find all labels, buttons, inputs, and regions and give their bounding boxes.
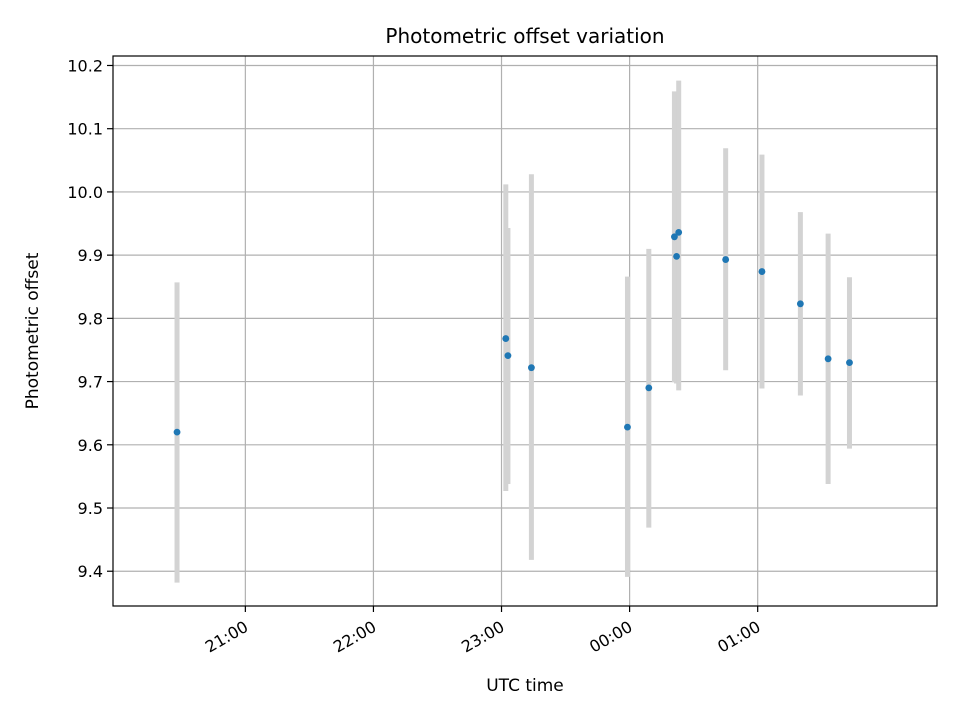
y-tick-label: 9.6: [78, 436, 103, 455]
x-axis-ticks: 21:00 22:00 23:00 00:00 01:00: [202, 606, 764, 657]
chart-title: Photometric offset variation: [385, 24, 664, 48]
plot-area: [113, 56, 937, 606]
y-axis-label: Photometric offset: [23, 252, 43, 409]
x-axis-label: UTC time: [486, 676, 564, 696]
data-point: [675, 228, 683, 236]
data-point: [722, 256, 730, 263]
data-point: [758, 268, 766, 275]
data-point: [504, 352, 512, 360]
y-tick-label: 10.0: [67, 183, 103, 202]
y-tick-label: 10.2: [67, 56, 103, 75]
data-point: [624, 423, 631, 431]
data-point: [528, 364, 535, 372]
data-points: [173, 228, 853, 436]
x-tick-label: 21:00: [202, 617, 251, 657]
x-tick-label: 01:00: [714, 617, 763, 657]
y-tick-label: 9.4: [78, 562, 103, 581]
data-point: [673, 253, 680, 260]
data-point: [846, 359, 853, 367]
data-point: [645, 384, 653, 392]
y-tick-label: 9.7: [78, 373, 103, 392]
x-tick-label: 00:00: [586, 617, 635, 657]
plot-frame: [112, 55, 938, 607]
data-point: [671, 233, 678, 241]
data-point: [173, 428, 181, 436]
data-point: [824, 355, 832, 363]
data-point: [796, 300, 804, 308]
y-tick-label: 9.5: [78, 499, 103, 518]
y-tick-label: 10.1: [67, 120, 103, 139]
x-tick-label: 23:00: [458, 617, 507, 657]
data-point: [502, 335, 510, 342]
y-tick-label: 9.9: [78, 246, 103, 265]
x-tick-label: 22:00: [330, 617, 379, 657]
y-axis-ticks: 9.4 9.5 9.6 9.7 9.8 9.9 10.0 10.1 10.2: [67, 56, 113, 581]
y-tick-label: 9.8: [78, 309, 103, 328]
